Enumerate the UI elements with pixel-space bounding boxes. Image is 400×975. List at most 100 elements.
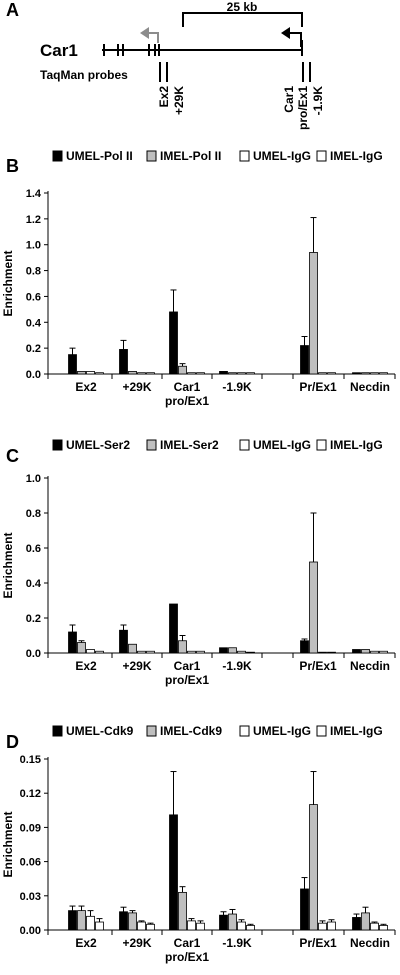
bar <box>379 372 388 375</box>
y-tick-label: 1.2 <box>26 214 41 226</box>
bar <box>327 372 336 375</box>
y-tick-label: 0.2 <box>26 613 41 625</box>
y-tick-label: 0.06 <box>20 857 41 869</box>
bar <box>95 650 104 654</box>
x-tick-label: Car1 <box>174 659 201 673</box>
bar <box>246 372 255 375</box>
bar <box>169 603 178 654</box>
x-tick-label: Necdin <box>350 936 390 950</box>
bar <box>237 650 246 654</box>
legend-b: UMEL-Pol II IMEL-Pol II UMEL-IgG IMEL-IgG <box>52 149 383 163</box>
panel-a: A 25 kb Car1 TaqMan probes Ex2 +2 <box>6 0 325 130</box>
chart-c: 0.0 0.2 0.4 0.6 0.8 1.0 Enrichment Ex2 +29K Car1p… <box>1 473 396 687</box>
bar <box>86 371 95 375</box>
bar <box>178 640 187 654</box>
bar <box>219 914 228 931</box>
legend-label-1: IMEL-Cdk9 <box>160 724 222 738</box>
bar <box>228 913 237 931</box>
bar <box>300 345 309 375</box>
bar <box>77 910 86 931</box>
x-tick-label: Car1 <box>174 380 201 394</box>
bar <box>146 650 155 654</box>
panel-d: D UMEL-Cdk9 IMEL-Cdk9 UMEL-IgG IMEL-IgG 0.0… <box>1 724 396 964</box>
bar <box>68 354 77 375</box>
y-tick-label: 0.6 <box>26 291 41 303</box>
probe-label-ex2: Ex2 <box>157 86 171 108</box>
distance-bracket <box>182 12 303 27</box>
bar <box>68 631 77 654</box>
bar <box>327 651 336 654</box>
bar <box>228 647 237 654</box>
y-tick-label: 0.0 <box>26 369 41 381</box>
bar <box>128 371 137 375</box>
legend-label-0: UMEL-Cdk9 <box>66 724 134 738</box>
probe-label-29k: +29K <box>172 86 186 115</box>
bar <box>309 804 318 931</box>
y-tick-label: 0.2 <box>26 343 41 355</box>
y-tick-label: 0.09 <box>20 822 41 834</box>
legend-label-3: IMEL-IgG <box>330 149 383 163</box>
bar <box>187 650 196 654</box>
y-tick-label: 0.6 <box>26 543 41 555</box>
bar <box>361 649 370 654</box>
bar <box>169 814 178 931</box>
legend-swatch-1 <box>146 439 157 451</box>
legend-d: UMEL-Cdk9 IMEL-Cdk9 UMEL-IgG IMEL-IgG <box>52 724 383 738</box>
probe-label-car1: Car1 <box>282 86 296 113</box>
y-axis-label: Enrichment <box>1 811 15 877</box>
x-tick-label: Car1 <box>174 936 201 950</box>
legend-swatch-3 <box>316 150 327 162</box>
bar <box>196 650 205 654</box>
bar <box>95 921 104 931</box>
legend-swatch-3 <box>316 725 327 737</box>
legend-label-3: IMEL-IgG <box>330 438 383 452</box>
panel-b-label: B <box>6 156 19 176</box>
bar <box>300 640 309 654</box>
y-tick-label: 0.8 <box>26 508 41 520</box>
legend-swatch-1 <box>146 725 157 737</box>
x-tick-label: +29K <box>122 659 151 673</box>
legend-label-2: UMEL-IgG <box>253 724 311 738</box>
legend-swatch-2 <box>239 725 250 737</box>
legend-swatch-0 <box>52 439 63 451</box>
legend-swatch-3 <box>316 439 327 451</box>
y-tick-label: 1.4 <box>26 188 42 200</box>
probes-label: TaqMan probes <box>40 68 128 82</box>
bar <box>219 647 228 654</box>
bar <box>187 920 196 931</box>
bar <box>128 643 137 654</box>
panel-b: B UMEL-Pol II IMEL-Pol II UMEL-IgG IMEL-IgG… <box>1 149 396 408</box>
bar <box>86 915 95 931</box>
bar <box>309 561 318 654</box>
bar <box>370 372 379 375</box>
legend-swatch-0 <box>52 725 63 737</box>
legend-swatch-2 <box>239 439 250 451</box>
x-tick-label: -1.9K <box>222 380 252 394</box>
x-tick-label: Ex2 <box>75 380 97 394</box>
legend-label-1: IMEL-Pol II <box>160 149 221 163</box>
y-tick-label: 0.0 <box>26 648 41 660</box>
bar <box>219 371 228 375</box>
bar <box>95 372 104 375</box>
x-tick-label: pro/Ex1 <box>165 673 209 687</box>
bar <box>309 252 318 375</box>
bar <box>146 923 155 931</box>
panel-c: C UMEL-Ser2 IMEL-Ser2 UMEL-IgG IMEL-IgG 0.0… <box>1 438 396 687</box>
probe-label-car1-line2: pro/Ex1 <box>296 86 310 130</box>
chart-d: 0.00 0.03 0.06 0.09 0.12 0.15 Enrichment Ex2 +29… <box>1 754 396 964</box>
bar <box>178 365 187 375</box>
bar <box>187 372 196 375</box>
y-tick-label: 0.8 <box>26 266 41 278</box>
y-tick-label: 0.4 <box>26 317 42 329</box>
bar <box>237 372 246 375</box>
x-tick-label: Necdin <box>350 380 390 394</box>
x-tick-label: -1.9K <box>222 936 252 950</box>
panel-c-label: C <box>6 446 19 466</box>
bar <box>119 629 128 654</box>
bar <box>169 311 178 375</box>
legend-swatch-2 <box>239 150 250 162</box>
bar <box>379 925 388 931</box>
x-tick-label: Ex2 <box>75 936 97 950</box>
probe-label-19k: -1.9K <box>311 86 325 116</box>
bar <box>246 925 255 931</box>
